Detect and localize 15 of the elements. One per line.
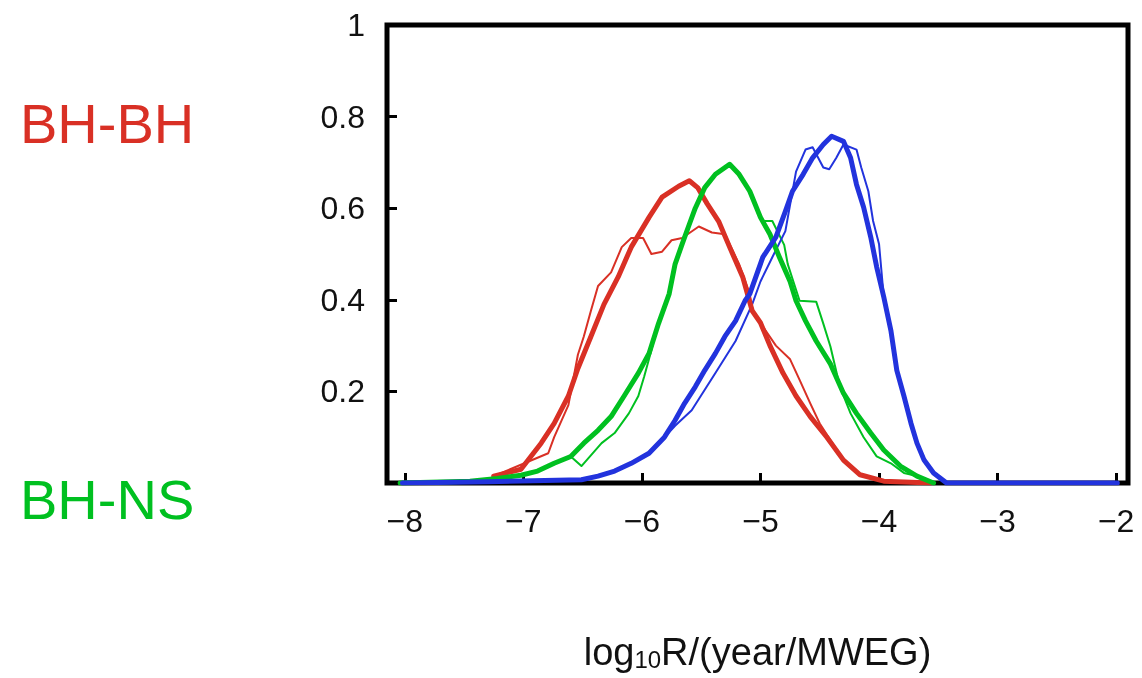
text: BH-NS [20, 467, 195, 531]
text: BH-BH [20, 91, 195, 155]
y-tick-label: 0.8 [320, 98, 365, 135]
y-tick-label: 0.2 [320, 373, 365, 410]
y-tick-label: 1 [347, 7, 365, 43]
x-tick-label: −7 [505, 503, 542, 539]
x-tick-label: −4 [860, 503, 898, 539]
x-tick-label: −6 [623, 503, 661, 539]
x-tick-label: −8 [386, 503, 424, 539]
y-tick-label: 0.4 [320, 281, 365, 318]
x-tick-label: −2 [1097, 503, 1135, 539]
y-tick-label: 0.6 [320, 190, 365, 227]
x-axis-title: log10R/(year/MWEG) [583, 631, 932, 673]
x-tick-label: −5 [742, 503, 779, 539]
x-tick-label: −3 [979, 503, 1016, 539]
